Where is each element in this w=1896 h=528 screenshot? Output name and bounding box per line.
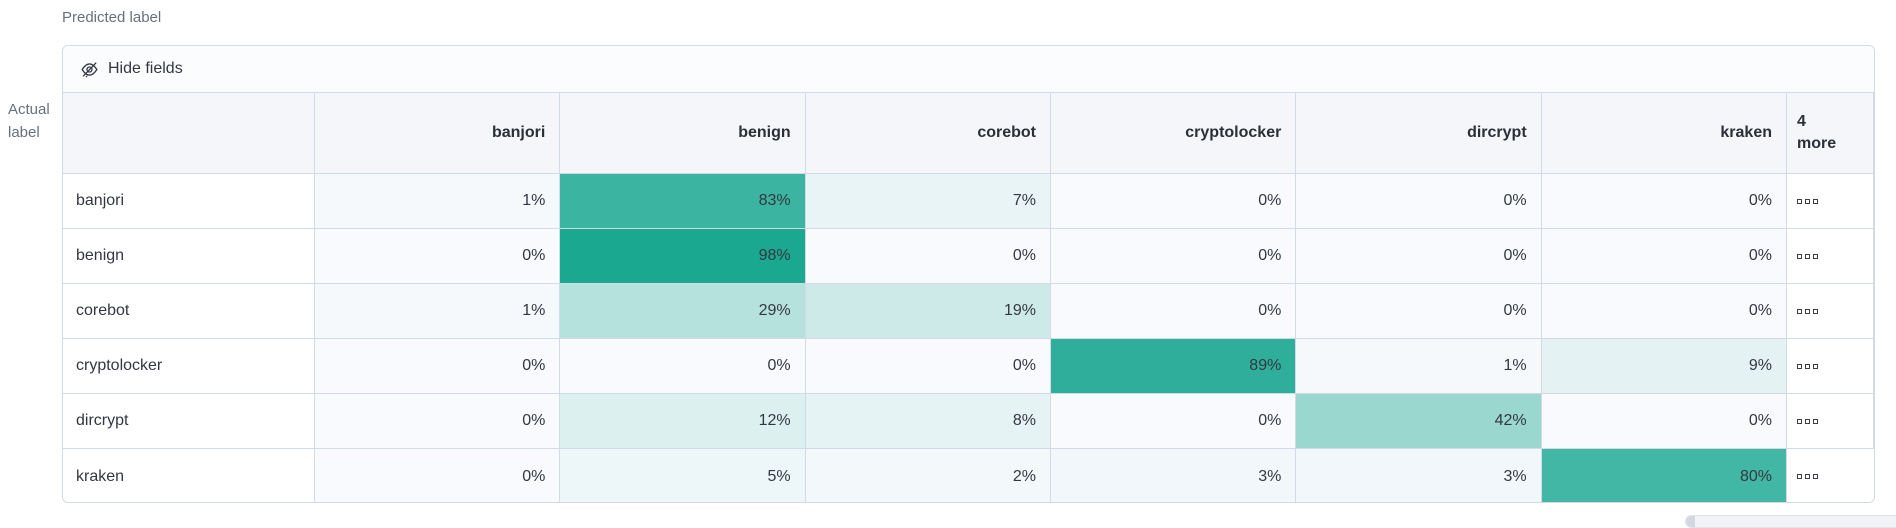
matrix-cell-dircrypt-cryptolocker[interactable]: 0% [1050,394,1297,449]
boxes-horizontal-icon [1812,198,1818,204]
matrix-cell-benign-kraken[interactable]: 0% [1541,229,1787,284]
actual-axis-label: Actual label [8,98,50,144]
boxes-horizontal-icon [1804,363,1810,369]
more-columns-cell[interactable] [1786,284,1874,339]
matrix-cell-banjori-dircrypt[interactable]: 0% [1296,174,1542,229]
predicted-axis-label: Predicted label [62,9,162,26]
boxes-horizontal-icon [1796,474,1802,479]
matrix-cell-cryptolocker-corebot[interactable]: 0% [805,339,1051,394]
matrix-cell-dircrypt-corebot[interactable]: 8% [805,394,1051,449]
column-header-more[interactable]: 4 more [1786,93,1874,174]
row-label-banjori[interactable]: banjori [63,174,315,229]
column-header-benign[interactable]: benign [560,93,806,174]
matrix-cell-cryptolocker-benign[interactable]: 0% [560,339,806,394]
matrix-cell-banjori-banjori[interactable]: 1% [315,174,561,229]
matrix-cell-corebot-cryptolocker[interactable]: 0% [1050,284,1297,339]
matrix-cell-cryptolocker-kraken[interactable]: 9% [1541,339,1787,394]
boxes-horizontal-icon [1804,198,1810,204]
boxes-horizontal-icon [1804,308,1810,314]
boxes-horizontal-icon [1812,308,1818,314]
matrix-cell-kraken-kraken[interactable]: 80% [1541,449,1787,502]
confusion-grid: banjori benign corebot cryptolocker dircrypt… [63,93,1874,502]
row-label-dircrypt[interactable]: dircrypt [63,394,315,449]
hide-fields-button[interactable]: Hide fields [63,46,1874,93]
more-columns-cell[interactable] [1786,174,1874,229]
horizontal-scrollbar[interactable] [1685,515,1896,528]
actual-axis-label-line1: Actual [8,101,50,118]
row-label-cryptolocker[interactable]: cryptolocker [63,339,315,394]
column-header-dircrypt[interactable]: dircrypt [1296,93,1542,174]
matrix-cell-cryptolocker-dircrypt[interactable]: 1% [1296,339,1542,394]
column-header-kraken[interactable]: kraken [1541,93,1787,174]
matrix-cell-benign-corebot[interactable]: 0% [805,229,1051,284]
confusion-matrix-panel: Hide fields banjori benign corebot cryptolo… [62,45,1875,503]
boxes-horizontal-icon [1804,418,1810,424]
matrix-cell-kraken-banjori[interactable]: 0% [315,449,561,502]
boxes-horizontal-icon [1796,198,1802,204]
matrix-cell-dircrypt-banjori[interactable]: 0% [315,394,561,449]
matrix-cell-cryptolocker-banjori[interactable]: 0% [315,339,561,394]
boxes-horizontal-icon [1812,363,1818,369]
more-columns-cell[interactable] [1786,229,1874,284]
column-header-corner [63,93,315,174]
boxes-horizontal-icon [1804,253,1810,259]
boxes-horizontal-icon [1804,474,1810,479]
matrix-cell-corebot-benign[interactable]: 29% [560,284,806,339]
matrix-cell-banjori-kraken[interactable]: 0% [1541,174,1787,229]
boxes-horizontal-icon [1812,474,1818,479]
matrix-cell-banjori-cryptolocker[interactable]: 0% [1050,174,1297,229]
matrix-cell-corebot-banjori[interactable]: 1% [315,284,561,339]
boxes-horizontal-icon [1796,418,1802,424]
row-label-benign[interactable]: benign [63,229,315,284]
boxes-horizontal-icon [1796,253,1802,259]
matrix-cell-dircrypt-dircrypt[interactable]: 42% [1296,394,1542,449]
matrix-cell-corebot-kraken[interactable]: 0% [1541,284,1787,339]
matrix-cell-kraken-cryptolocker[interactable]: 3% [1050,449,1297,502]
matrix-cell-banjori-benign[interactable]: 83% [560,174,806,229]
matrix-cell-dircrypt-benign[interactable]: 12% [560,394,806,449]
boxes-horizontal-icon [1812,418,1818,424]
matrix-cell-dircrypt-kraken[interactable]: 0% [1541,394,1787,449]
scrollbar-thumb[interactable] [1686,516,1695,527]
matrix-cell-benign-cryptolocker[interactable]: 0% [1050,229,1297,284]
matrix-cell-banjori-corebot[interactable]: 7% [805,174,1051,229]
more-columns-cell[interactable] [1786,394,1874,449]
boxes-horizontal-icon [1796,363,1802,369]
boxes-horizontal-icon [1812,253,1818,259]
row-label-kraken[interactable]: kraken [63,449,315,502]
column-header-corebot[interactable]: corebot [805,93,1051,174]
matrix-cell-benign-dircrypt[interactable]: 0% [1296,229,1542,284]
more-columns-cell[interactable] [1786,449,1874,502]
boxes-horizontal-icon [1796,308,1802,314]
matrix-cell-kraken-corebot[interactable]: 2% [805,449,1051,502]
actual-axis-label-line2: label [8,124,40,141]
row-label-corebot[interactable]: corebot [63,284,315,339]
matrix-cell-kraken-benign[interactable]: 5% [560,449,806,502]
column-header-banjori[interactable]: banjori [315,93,561,174]
column-header-cryptolocker[interactable]: cryptolocker [1050,93,1297,174]
eye-closed-icon [80,60,99,79]
more-columns-cell[interactable] [1786,339,1874,394]
matrix-cell-cryptolocker-cryptolocker[interactable]: 89% [1050,339,1297,394]
matrix-cell-kraken-dircrypt[interactable]: 3% [1296,449,1542,502]
hide-fields-label: Hide fields [108,60,183,77]
matrix-cell-benign-banjori[interactable]: 0% [315,229,561,284]
matrix-cell-corebot-dircrypt[interactable]: 0% [1296,284,1542,339]
matrix-cell-corebot-corebot[interactable]: 19% [805,284,1051,339]
matrix-cell-benign-benign[interactable]: 98% [560,229,806,284]
